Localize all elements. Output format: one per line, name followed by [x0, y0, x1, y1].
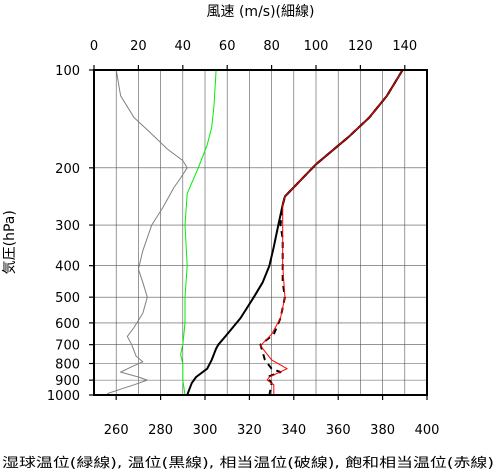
y-tick-label: 600	[55, 317, 80, 332]
top-tick-label: 60	[219, 39, 236, 54]
y-tick-label: 100	[55, 64, 80, 79]
top-tick-label: 80	[263, 39, 280, 54]
bottom-tick-label: 280	[148, 423, 173, 438]
top-axis-label: 風速 (m/s)(細線)	[207, 4, 315, 20]
y-tick-label: 800	[55, 358, 80, 373]
tick-marks	[89, 65, 428, 400]
bottom-tick-label: 300	[193, 423, 218, 438]
top-tick-label: 20	[130, 39, 147, 54]
bottom-tick-label: 260	[104, 423, 129, 438]
y-tick-label: 300	[55, 219, 80, 234]
y-tick-label: 200	[55, 162, 80, 177]
top-tick-label: 120	[348, 39, 373, 54]
y-tick-label: 900	[55, 374, 80, 389]
top-tick-label: 0	[90, 39, 98, 54]
bottom-tick-label: 340	[281, 423, 306, 438]
bottom-tick-label: 320	[237, 423, 262, 438]
top-tick-label: 140	[392, 39, 417, 54]
series-line-2	[180, 69, 217, 396]
series-lines	[107, 69, 404, 396]
plot-frame	[93, 69, 428, 396]
bottom-tick-label: 380	[370, 423, 395, 438]
bottom-tick-label: 400	[415, 423, 440, 438]
series-line-4	[259, 69, 404, 396]
series-line-1	[107, 69, 188, 395]
tick-labels: 0 20 40 60 80 100 120 140 260 280 300 320 340 360 380 4…	[47, 39, 440, 438]
y-tick-label: 400	[55, 260, 80, 275]
series-line-5	[260, 69, 404, 395]
series-line-3	[186, 69, 404, 396]
y-tick-label: 1000	[47, 389, 80, 404]
y-tick-label: 700	[55, 339, 80, 354]
bottom-tick-label: 360	[326, 423, 351, 438]
y-tick-label: 500	[55, 291, 80, 306]
y-axis-label: 気圧(hPa)	[2, 210, 18, 274]
grid-lines	[94, 70, 427, 395]
top-tick-label: 40	[175, 39, 192, 54]
top-tick-label: 100	[304, 39, 329, 54]
bottom-axis-label: 湿球温位(緑線), 温位(黒線), 相当温位(破線), 飽和相当温位(赤線)	[2, 455, 494, 471]
